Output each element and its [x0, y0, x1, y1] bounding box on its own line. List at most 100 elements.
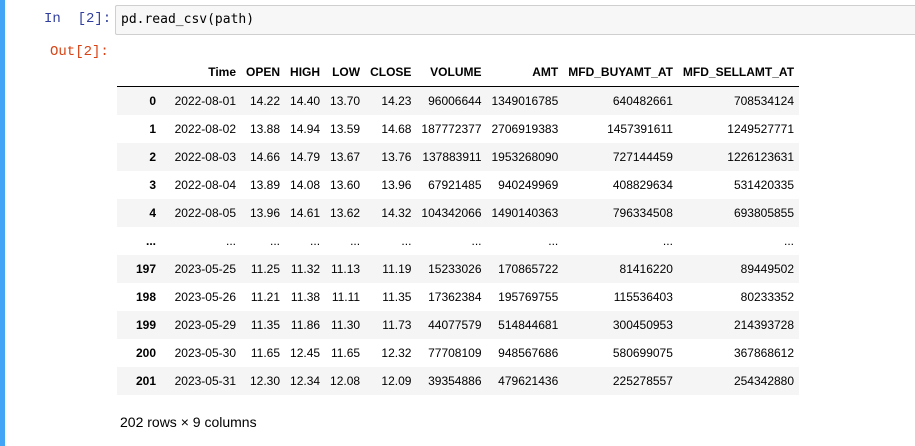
table-cell: 948567686 — [498, 346, 559, 360]
table-cell: 727144459 — [612, 150, 673, 164]
column-header-mfd-buyamt-at: MFD_BUYAMT_AT — [563, 58, 678, 87]
table-cell: 12.32 — [381, 346, 412, 360]
table-cell: 2022-08-04 — [174, 178, 236, 192]
table-cell: 2022-08-02 — [174, 122, 236, 136]
table-cell: 940249969 — [498, 178, 559, 192]
column-header-index — [117, 58, 161, 87]
table-cell: 17362384 — [428, 290, 482, 304]
code-input-area[interactable]: pd.read_csv(path) — [115, 5, 915, 35]
table-cell: 11.19 — [382, 262, 412, 276]
table-cell: 640482661 — [612, 94, 673, 108]
table-cell: ... — [548, 234, 559, 248]
table-cell: 15233026 — [428, 262, 482, 276]
table-cell: 1249527771 — [727, 122, 795, 136]
table-cell: 14.68 — [381, 122, 412, 136]
table-cell: 2022-08-05 — [174, 206, 236, 220]
table-cell: 187772377 — [421, 122, 482, 136]
table-cell: 80233352 — [740, 290, 795, 304]
table-cell: 104342066 — [421, 206, 482, 220]
column-header-high: HIGH — [285, 58, 326, 87]
selected-cell-indicator — [0, 0, 5, 446]
table-cell: 14.22 — [249, 94, 281, 108]
table-cell: 708534124 — [733, 94, 795, 108]
table-cell: 1349016785 — [491, 94, 559, 108]
table-cell: 14.79 — [290, 150, 321, 164]
table-cell: 11.65 — [250, 346, 281, 360]
table-cell: 11.21 — [250, 290, 281, 304]
table-cell: 1490140363 — [491, 206, 559, 220]
table-cell: 1226123631 — [727, 150, 795, 164]
table-cell: 2022-08-03 — [174, 150, 236, 164]
row-index: 198 — [135, 290, 156, 304]
table-row: 200 2023-05-30 11.65 12.45 11.65 12.32 7770810… — [117, 339, 799, 367]
table-cell: ... — [270, 234, 281, 248]
table-cell: 13.62 — [330, 206, 361, 220]
table-header: Time OPEN HIGH LOW CLOSE VOLUME AMT MFD_… — [117, 58, 800, 87]
table-cell: 2023-05-29 — [174, 318, 236, 332]
table-cell: 2706919383 — [491, 122, 559, 136]
table-cell: 11.38 — [290, 290, 321, 304]
table-cell: ... — [225, 234, 236, 248]
row-index: ... — [145, 234, 156, 248]
output-prompt: Out[2]: — [50, 44, 109, 60]
table-cell: 12.09 — [381, 374, 412, 388]
table-row: 201 2023-05-31 12.30 12.34 12.08 12.09 3935488… — [117, 367, 800, 395]
table-cell: 11.35 — [382, 290, 412, 304]
table-cell: 11.86 — [290, 318, 321, 332]
table-cell: 14.08 — [290, 178, 321, 192]
table-cell: 81416220 — [619, 262, 673, 276]
table-cell: 2023-05-25 — [174, 262, 236, 276]
table-cell: 11.25 — [250, 262, 281, 276]
table-cell: 11.13 — [330, 262, 361, 276]
table-cell: ... — [310, 234, 321, 248]
table-cell: 14.32 — [381, 206, 412, 220]
column-header-volume: VOLUME — [416, 58, 487, 87]
row-index: 200 — [135, 346, 156, 360]
table-body: 0 2022-08-01 14.22 14.40 13.70 14.23 96006644 1… — [117, 86, 800, 395]
table-cell: 580699075 — [612, 346, 673, 360]
column-header-low: LOW — [325, 58, 366, 87]
column-header-time: Time — [161, 58, 241, 87]
table-cell: 11.32 — [290, 262, 321, 276]
table-cell: 11.30 — [330, 318, 361, 332]
table-cell: 13.59 — [330, 122, 361, 136]
table-cell: 96006644 — [428, 94, 482, 108]
header-row: Time OPEN HIGH LOW CLOSE VOLUME AMT MFD_… — [117, 58, 800, 87]
table-cell: 39354886 — [428, 374, 482, 388]
table-cell: 11.73 — [382, 318, 412, 332]
table-cell: 13.76 — [381, 150, 412, 164]
column-header-open: OPEN — [241, 58, 286, 87]
table-cell: 67921485 — [428, 178, 482, 192]
table-cell: 14.66 — [249, 150, 281, 164]
table-cell: 300450953 — [612, 318, 673, 332]
row-index: 201 — [135, 374, 156, 388]
table-cell: 2023-05-26 — [174, 290, 236, 304]
table-cell: 367868612 — [733, 346, 795, 360]
dataframe-table: Time OPEN HIGH LOW CLOSE VOLUME AMT MFD_… — [117, 58, 800, 395]
table-cell: 13.88 — [249, 122, 281, 136]
table-cell: 13.89 — [249, 178, 281, 192]
table-cell: 77708109 — [428, 346, 482, 360]
table-cell: 13.60 — [330, 178, 361, 192]
table-row: 1 2022-08-02 13.88 14.94 13.59 14.68 187772377… — [117, 115, 799, 143]
table-cell: 44077579 — [428, 318, 482, 332]
dataframe-shape-summary: 202 rows × 9 columns — [120, 414, 257, 430]
table-cell: 12.08 — [330, 374, 361, 388]
table-row: 197 2023-05-25 11.25 11.32 11.13 11.19 1523302… — [117, 255, 800, 283]
table-cell: 195769755 — [498, 290, 559, 304]
table-cell: 11.35 — [250, 318, 281, 332]
table-cell: 514844681 — [498, 318, 559, 332]
column-header-close: CLOSE — [365, 58, 417, 87]
row-index: 3 — [149, 178, 156, 192]
code-text[interactable]: pd.read_csv(path) — [121, 12, 255, 27]
input-prompt: In [2]: — [44, 11, 112, 27]
table-cell: ... — [471, 234, 482, 248]
table-cell: 12.34 — [290, 374, 321, 388]
table-cell: 12.45 — [290, 346, 321, 360]
table-cell: 408829634 — [612, 178, 673, 192]
table-cell: 89449502 — [740, 262, 795, 276]
table-cell: 14.61 — [290, 206, 321, 220]
table-cell: ... — [784, 234, 795, 248]
column-header-mfd-sellamt-at: MFD_SELLAMT_AT — [677, 58, 800, 87]
table-cell: 225278557 — [612, 374, 673, 388]
